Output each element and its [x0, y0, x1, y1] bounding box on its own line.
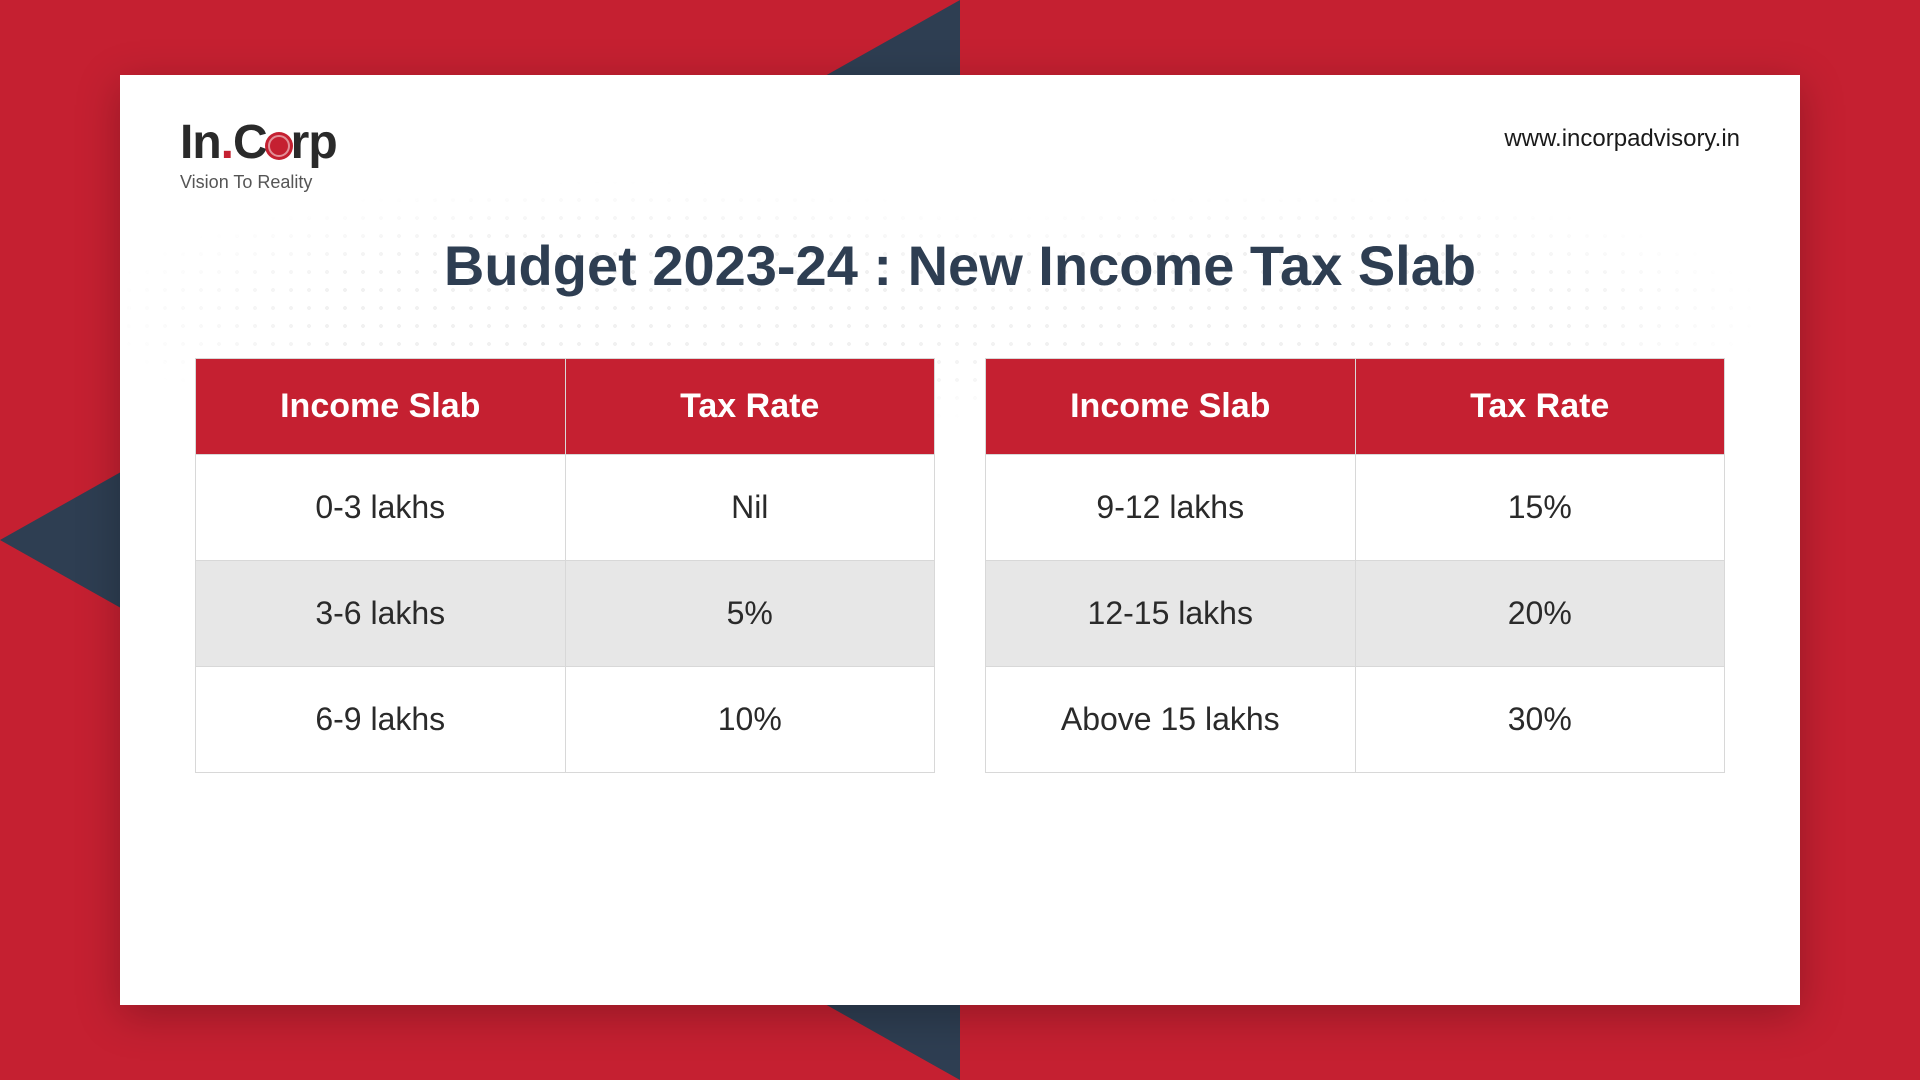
cell-income-slab: 6-9 lakhs [196, 667, 566, 773]
cell-income-slab: 9-12 lakhs [986, 455, 1356, 561]
table-header-row: Income Slab Tax Rate [196, 359, 935, 455]
table-body-left: 0-3 lakhsNil3-6 lakhs5%6-9 lakhs10% [196, 455, 935, 773]
page-title: Budget 2023-24 : New Income Tax Slab [180, 233, 1740, 298]
header-row: In.Crp Vision To Reality www.incorpadvis… [180, 115, 1740, 193]
tax-slab-table-left: Income Slab Tax Rate 0-3 lakhsNil3-6 lak… [195, 358, 935, 773]
table-row: Above 15 lakhs30% [986, 667, 1725, 773]
logo-text-prefix: In [180, 116, 221, 169]
cell-income-slab: 12-15 lakhs [986, 561, 1356, 667]
background: In.Crp Vision To Reality www.incorpadvis… [0, 0, 1920, 1080]
tables-container: Income Slab Tax Rate 0-3 lakhsNil3-6 lak… [180, 358, 1740, 773]
logo-wordmark: In.Crp [180, 115, 337, 170]
cell-tax-rate: 20% [1355, 561, 1725, 667]
logo: In.Crp Vision To Reality [180, 115, 337, 193]
col-header-tax-rate: Tax Rate [1355, 359, 1725, 455]
table-row: 6-9 lakhs10% [196, 667, 935, 773]
table-header-row: Income Slab Tax Rate [986, 359, 1725, 455]
col-header-income-slab: Income Slab [986, 359, 1356, 455]
cell-tax-rate: Nil [565, 455, 935, 561]
logo-text-c: C [233, 116, 267, 169]
cell-tax-rate: 30% [1355, 667, 1725, 773]
website-url: www.incorpadvisory.in [1504, 125, 1740, 153]
logo-dot-icon: . [221, 116, 233, 169]
cell-tax-rate: 15% [1355, 455, 1725, 561]
col-header-tax-rate: Tax Rate [565, 359, 935, 455]
table-body-right: 9-12 lakhs15%12-15 lakhs20%Above 15 lakh… [986, 455, 1725, 773]
table-row: 9-12 lakhs15% [986, 455, 1725, 561]
cell-tax-rate: 5% [565, 561, 935, 667]
table-row: 12-15 lakhs20% [986, 561, 1725, 667]
logo-text-end: rp [291, 116, 337, 169]
globe-icon [265, 132, 293, 160]
cell-income-slab: Above 15 lakhs [986, 667, 1356, 773]
cell-income-slab: 0-3 lakhs [196, 455, 566, 561]
col-header-income-slab: Income Slab [196, 359, 566, 455]
content-card: In.Crp Vision To Reality www.incorpadvis… [120, 75, 1800, 1005]
cell-income-slab: 3-6 lakhs [196, 561, 566, 667]
cell-tax-rate: 10% [565, 667, 935, 773]
tax-slab-table-right: Income Slab Tax Rate 9-12 lakhs15%12-15 … [985, 358, 1725, 773]
table-row: 3-6 lakhs5% [196, 561, 935, 667]
table-row: 0-3 lakhsNil [196, 455, 935, 561]
logo-tagline: Vision To Reality [180, 172, 337, 193]
